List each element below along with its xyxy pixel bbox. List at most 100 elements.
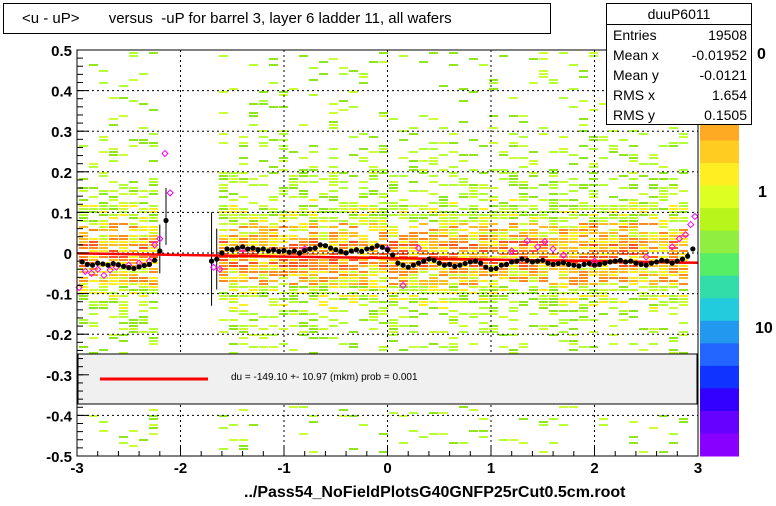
density-cell — [89, 241, 98, 243]
density-cell — [109, 250, 118, 252]
density-cell — [669, 256, 678, 258]
density-cell — [679, 202, 688, 204]
density-cell — [579, 118, 588, 120]
density-cell — [559, 151, 568, 153]
density-cell — [619, 187, 628, 189]
density-cell — [339, 280, 348, 282]
density-cell — [549, 256, 558, 258]
density-cell — [569, 64, 578, 66]
profile-point — [581, 261, 587, 267]
density-cell — [479, 247, 488, 249]
density-cell — [299, 190, 308, 192]
density-cell — [649, 232, 658, 234]
density-cell — [569, 292, 578, 294]
density-cell — [459, 325, 468, 327]
density-cell — [349, 415, 358, 417]
density-cell — [509, 253, 518, 255]
density-cell — [629, 157, 638, 159]
density-cell — [479, 199, 488, 201]
density-cell — [299, 265, 308, 267]
density-cell — [109, 244, 118, 246]
density-cell — [309, 328, 318, 330]
density-cell — [219, 319, 228, 321]
density-cell — [329, 286, 338, 288]
density-cell — [599, 136, 608, 138]
density-cell — [259, 295, 268, 297]
density-cell — [339, 259, 348, 261]
density-cell — [479, 214, 488, 216]
density-cell — [389, 295, 398, 297]
density-cell — [149, 181, 158, 183]
density-cell — [409, 250, 418, 252]
density-cell — [309, 295, 318, 297]
density-cell — [569, 208, 578, 210]
density-cell — [149, 268, 158, 270]
density-cell — [519, 157, 528, 159]
density-cell — [369, 151, 378, 153]
density-cell — [639, 349, 648, 351]
density-cell — [619, 139, 628, 141]
density-cell — [509, 280, 518, 282]
density-cell — [629, 436, 638, 438]
profile-point — [669, 260, 675, 266]
density-cell — [479, 229, 488, 231]
density-cell — [579, 286, 588, 288]
density-cell — [599, 241, 608, 243]
density-cell — [129, 235, 138, 237]
density-cell — [659, 196, 668, 198]
density-cell — [309, 145, 318, 147]
density-cell — [469, 286, 478, 288]
density-cell — [569, 178, 578, 180]
density-cell — [539, 235, 548, 237]
density-cell — [679, 208, 688, 210]
density-cell — [539, 70, 548, 72]
density-cell — [319, 247, 328, 249]
density-cell — [629, 343, 638, 345]
density-cell — [279, 157, 288, 159]
density-cell — [139, 241, 148, 243]
density-cell — [229, 238, 238, 240]
profile-point — [529, 259, 536, 265]
density-cell — [319, 259, 328, 261]
density-cell — [129, 292, 138, 294]
profile-point — [333, 247, 339, 253]
density-cell — [459, 271, 468, 273]
density-cell — [599, 259, 608, 261]
density-cell — [579, 277, 588, 279]
density-cell — [559, 304, 568, 306]
density-cell — [459, 193, 468, 195]
density-cell — [289, 178, 298, 180]
density-cell — [409, 310, 418, 312]
density-cell — [599, 184, 608, 186]
density-cell — [529, 325, 538, 327]
density-cell — [289, 313, 298, 315]
density-cell — [599, 313, 608, 315]
density-cell — [299, 292, 308, 294]
density-cell — [559, 310, 568, 312]
density-cell — [569, 163, 578, 165]
density-cell — [679, 172, 688, 174]
density-cell — [569, 349, 578, 351]
density-cell — [459, 256, 468, 258]
density-cell — [539, 301, 548, 303]
profile-point — [685, 253, 691, 259]
density-cell — [259, 274, 268, 276]
density-cell — [129, 271, 138, 273]
density-cell — [579, 70, 588, 72]
density-cell — [579, 247, 588, 249]
density-cell — [329, 178, 338, 180]
density-cell — [109, 271, 118, 273]
density-cell — [439, 274, 448, 276]
density-cell — [299, 181, 308, 183]
density-cell — [219, 244, 228, 246]
density-cell — [509, 328, 518, 330]
density-cell — [139, 262, 148, 264]
density-cell — [299, 313, 308, 315]
density-cell — [359, 319, 368, 321]
density-cell — [319, 73, 328, 75]
density-cell — [119, 322, 128, 324]
density-cell — [539, 328, 548, 330]
density-cell — [239, 280, 248, 282]
density-cell — [369, 166, 378, 168]
density-cell — [599, 301, 608, 303]
